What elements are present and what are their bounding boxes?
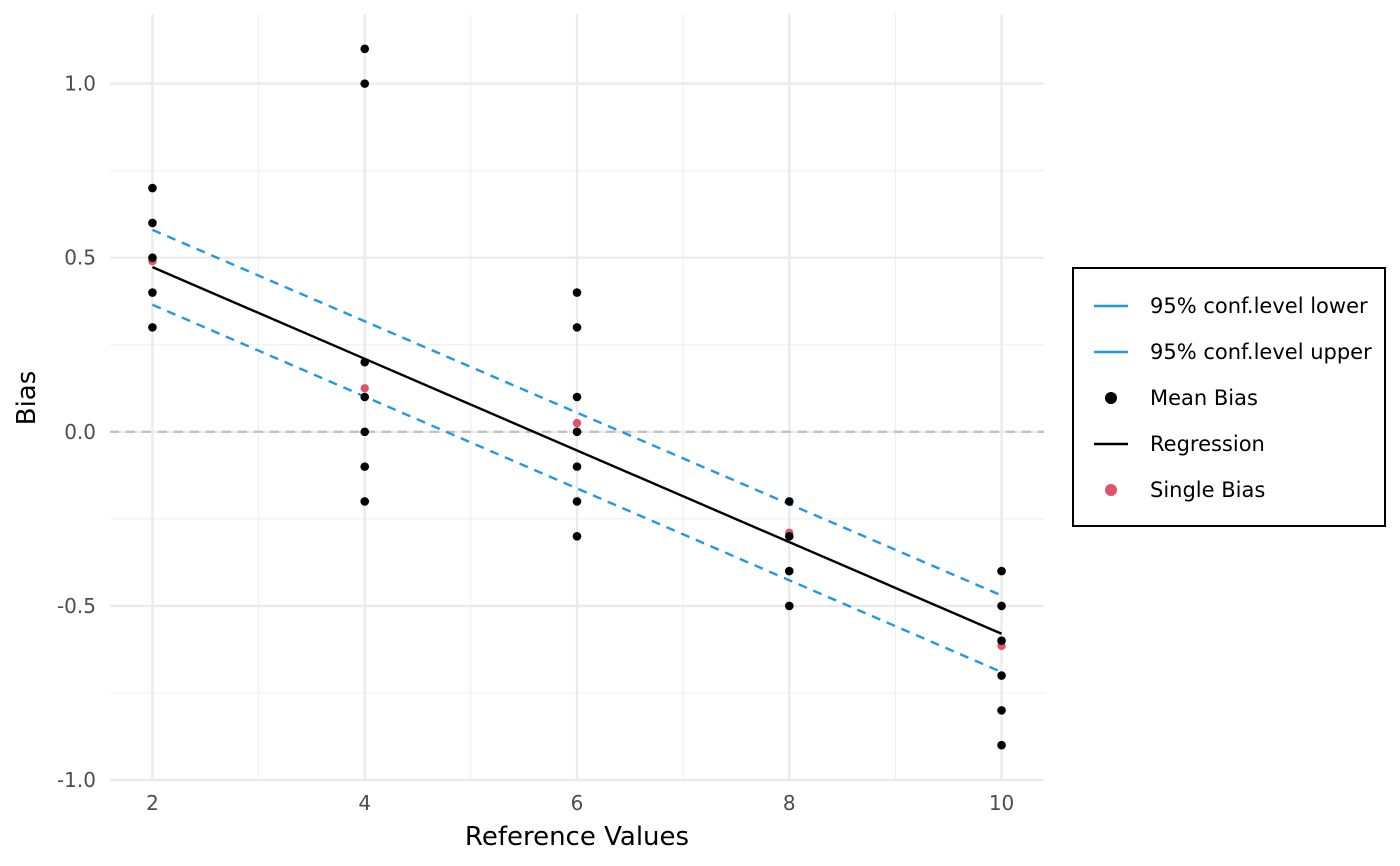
mean-bias-point: [572, 531, 582, 541]
mean-bias-point: [997, 671, 1006, 680]
single-bias-legend-key: [1105, 484, 1117, 496]
x-tick-label: 6: [571, 791, 584, 815]
mean-bias-point: [784, 531, 794, 541]
mean-bias-point: [148, 218, 157, 228]
y-axis-ticks: -1.0 -0.5 0.0 0.5 1.0: [57, 72, 96, 792]
mean-bias-point: [148, 288, 157, 297]
95-conf-level-upper-line: [151, 228, 1003, 597]
regression-legend-label: Regression: [1150, 432, 1265, 456]
mean-bias-point: [572, 288, 582, 297]
single-bias-point: [360, 384, 369, 393]
legend-box: [1072, 267, 1386, 527]
major-grid: [110, 14, 1044, 782]
mean-bias-point: [997, 601, 1006, 611]
mean-bias-legend-key: [1105, 392, 1117, 404]
mean-bias-point: [572, 497, 582, 506]
y-tick-label: 0.5: [64, 246, 96, 270]
mean-bias-point: [148, 253, 157, 263]
x-tick-label: 8: [783, 791, 796, 815]
mean-bias-point: [997, 740, 1006, 750]
mean-bias-point: [360, 79, 370, 88]
mean-bias-point: [997, 706, 1006, 715]
mean-bias-point: [572, 427, 582, 437]
mean-bias-point: [997, 566, 1006, 576]
legend: 95% conf.level lower 95% conf.level upper…: [1072, 267, 1386, 527]
x-tick-label: 10: [989, 791, 1014, 815]
mean-bias-point: [360, 44, 370, 54]
x-tick-label: 2: [146, 791, 159, 815]
mean-bias-point: [784, 601, 794, 611]
95-conf-level-upper-legend-label: 95% conf.level upper: [1150, 340, 1372, 364]
mean-bias-point: [148, 323, 157, 332]
mean-bias-point: [784, 497, 794, 506]
mean-bias-legend-label: Mean Bias: [1150, 386, 1258, 410]
y-tick-label: 1.0: [64, 72, 96, 96]
mean-bias-point: [360, 427, 370, 437]
x-axis-title: Reference Values: [465, 822, 689, 852]
series-layer: [148, 44, 1006, 750]
x-tick-label: 4: [358, 791, 371, 815]
single-bias-point: [572, 418, 582, 428]
y-tick-label: -0.5: [57, 594, 96, 618]
mean-bias-point: [148, 183, 157, 193]
y-axis-title: Bias: [12, 371, 42, 426]
mean-bias-point: [572, 323, 582, 332]
95-conf-level-lower-line: [151, 303, 1003, 674]
mean-bias-point: [997, 636, 1006, 646]
mean-bias-point: [360, 392, 370, 402]
mean-bias-point: [784, 566, 794, 576]
mean-bias-point: [572, 392, 582, 402]
mean-bias-point: [360, 497, 370, 506]
y-tick-label: -1.0: [57, 768, 96, 792]
mean-bias-point: [360, 462, 370, 471]
y-tick-label: 0.0: [64, 420, 96, 444]
95-conf-level-lower-legend-label: 95% conf.level lower: [1150, 294, 1368, 318]
regression-line: [151, 266, 1003, 635]
mean-bias-point: [572, 462, 582, 471]
mean-bias-point: [360, 357, 370, 367]
single-bias-legend-label: Single Bias: [1150, 478, 1265, 502]
x-axis-ticks: 2 4 6 8 10: [146, 791, 1014, 815]
